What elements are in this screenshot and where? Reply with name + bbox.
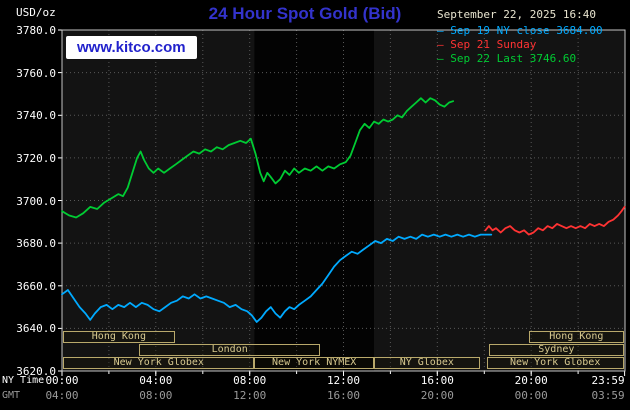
y-axis-label: 3660.0 [16, 279, 56, 293]
kitco-watermark-link[interactable]: www.kitco.com [66, 36, 197, 59]
x-axis-label-ny: 00:00 [45, 374, 79, 387]
legend: – Sep 19 NY close 3684.00– Sep 21 Sunday… [437, 24, 603, 66]
y-axis-units-label: USD/oz [16, 6, 56, 19]
series-sep19-line [61, 233, 493, 323]
x-axis-label-gmt: 16:00 [326, 389, 361, 402]
series-sep22-line [61, 97, 455, 219]
y-axis-label: 3780.0 [16, 24, 56, 37]
x-axis-label-gmt: 03:59 [591, 389, 625, 402]
y-axis-label: 3700.0 [16, 194, 56, 208]
session-bar-new-york-globex: New York Globex [486, 357, 624, 369]
x-axis-label-ny: 16:00 [420, 374, 454, 387]
session-bar-ny-globex: NY Globex [374, 357, 480, 369]
y-axis-label: 3620.0 [16, 365, 56, 378]
session-bar-new-york-globex: New York Globex [63, 357, 255, 369]
x-axis-label-gmt: 04:00 [45, 389, 79, 402]
chart-title: 24 Hour Spot Gold (Bid) [208, 4, 402, 23]
x-axis-label-ny: 12:00 [326, 374, 361, 387]
y-axis-label: 3640.0 [16, 322, 56, 336]
x-axis-label-ny: 08:00 [233, 374, 267, 387]
x-axis-label-gmt: 00:00 [514, 389, 548, 402]
legend-item: – Sep 21 Sunday [437, 38, 537, 51]
x-axis-label-gmt: 20:00 [420, 389, 454, 402]
y-axis-label: 3740.0 [16, 109, 56, 123]
x-axis-label-ny: 20:00 [514, 374, 548, 387]
x-axis-label-ny: 04:00 [139, 374, 173, 387]
session-bar-hong-kong: Hong Kong [528, 331, 624, 343]
session-bar-hong-kong: Hong Kong [63, 331, 175, 343]
y-axis-label: 3760.0 [16, 66, 56, 80]
legend-item: – Sep 22 Last 3746.60 [437, 52, 577, 65]
x-axis-name-ny: NY Time [2, 375, 45, 386]
x-axis-label-gmt: 08:00 [139, 389, 173, 402]
session-bar-new-york-nymex: New York NYMEX [254, 357, 374, 369]
x-axis-name-gmt: GMT [2, 390, 21, 401]
y-axis-label: 3720.0 [16, 151, 56, 165]
session-bar-sydney: Sydney [488, 344, 624, 356]
session-bar-london: London [139, 344, 320, 356]
x-axis-label-ny: 23:59 [591, 374, 625, 387]
datetime-label: September 22, 2025 16:40 [437, 8, 596, 21]
legend-item: – Sep 19 NY close 3684.00 [437, 24, 603, 37]
series-sep21-line [484, 205, 626, 236]
x-axis-label-gmt: 12:00 [233, 389, 267, 402]
y-axis-label: 3680.0 [16, 237, 56, 251]
